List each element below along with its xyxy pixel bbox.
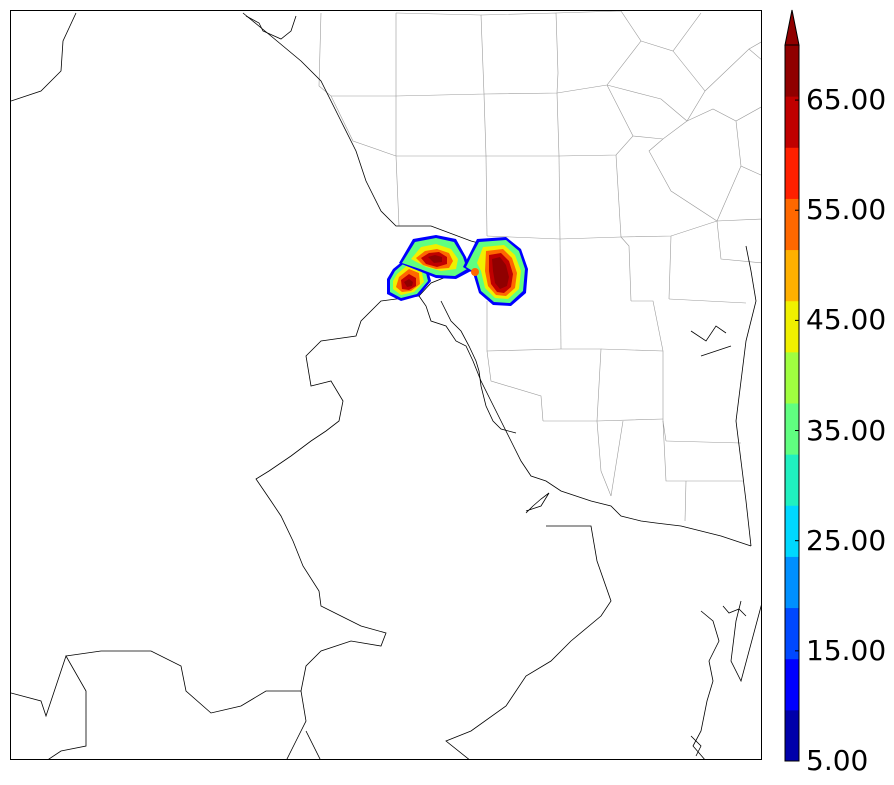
colorbar-segment (785, 300, 799, 353)
county-boundaries (318, 11, 761, 522)
colorbar-segment (785, 45, 799, 97)
colorbar-segment (785, 147, 799, 199)
colorbar-tick-label: 15.00 (806, 633, 887, 667)
state-boundaries (11, 12, 761, 759)
colorbar-segment (785, 403, 799, 455)
colorbar-tick-label: 35.00 (806, 413, 887, 447)
colorbar-segment (785, 351, 799, 404)
echo-cell-central (399, 235, 471, 279)
colorbar-segment (785, 454, 799, 506)
colorbar-tick-label: 5.00 (806, 744, 869, 777)
colorbar-segment (785, 556, 799, 609)
colorbar-segment (785, 249, 799, 302)
colorbar-segment (785, 96, 799, 148)
colorbar-tick-label: 25.00 (806, 523, 887, 557)
colorbar-tick-label: 55.00 (806, 193, 887, 227)
colorbar-extend-arrow (784, 9, 800, 46)
colorbar-segment (785, 198, 799, 251)
map-plot-area (10, 10, 762, 760)
colorbar-tick-label: 65.00 (806, 83, 887, 117)
colorbar-segment (785, 658, 799, 711)
colorbar-segment (785, 505, 799, 557)
echo-cell-east (463, 237, 528, 306)
colorbar-tick-label: 45.00 (806, 303, 887, 337)
colorbar-outline (784, 45, 800, 762)
colorbar-segment (785, 709, 799, 762)
reflectivity-echoes (387, 235, 528, 306)
colorbar (784, 9, 800, 762)
colorbar-segment (785, 607, 799, 660)
